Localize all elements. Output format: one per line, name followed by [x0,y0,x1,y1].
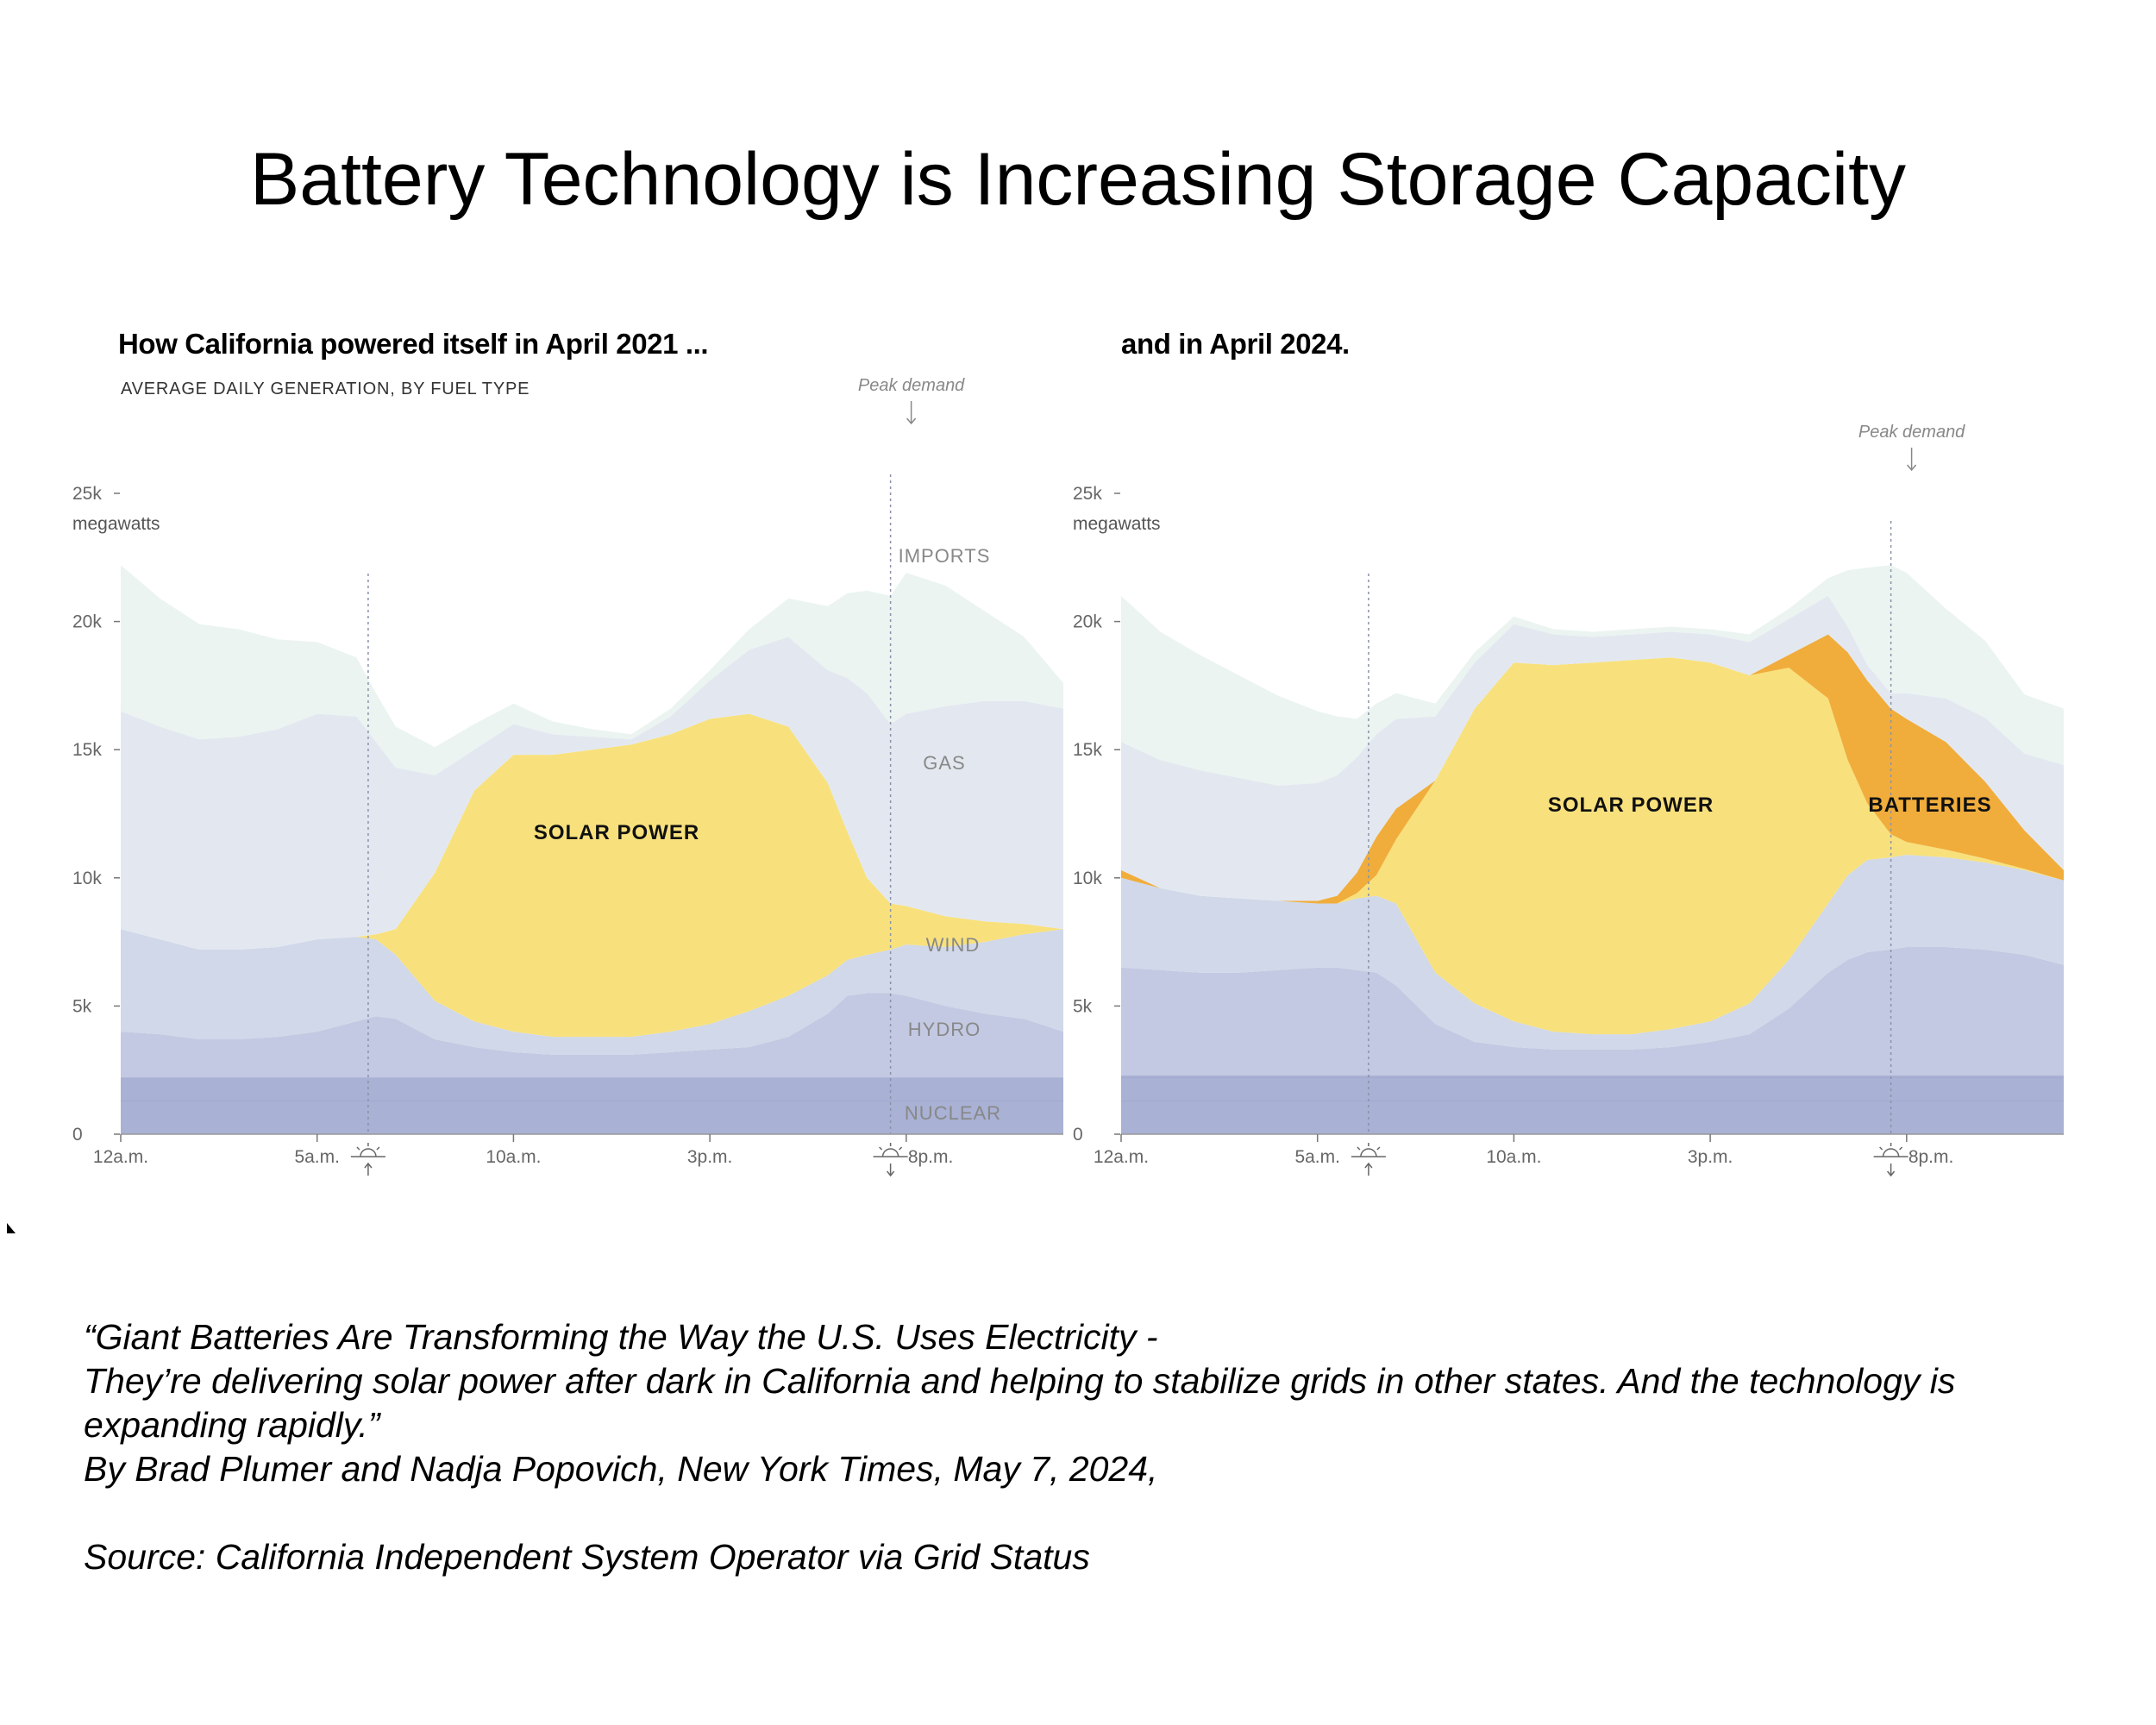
area-hydro [121,993,1063,1078]
x-tick-label: 12a.m. [93,1147,148,1167]
peak-demand-arrow [1907,448,1917,472]
chart-april-2021: 0 5k 10k 15k 20k 25k megawatts 12a.m. 5a.m. 10a.m… [72,376,1063,1177]
series-label-imports: IMPORTS [899,545,991,567]
area-imports [1121,565,2064,786]
slide-title: Battery Technology is Increasing Storage… [249,138,1907,221]
peak-demand-arrow [906,401,917,425]
caption-line-3: expanding rapidly.” [84,1405,380,1445]
series-label-solar-power: SOLAR POWER [534,821,699,844]
y-tick-label: 5k [1073,996,1093,1016]
x-tick-label: 3p.m. [687,1147,733,1167]
y-axis-label: megawatts [72,514,160,534]
sunset-icon [1873,1143,1908,1177]
x-tick-label: 8p.m. [1908,1147,1954,1167]
series-label-solar-power: SOLAR POWER [1548,794,1714,817]
area-solar-power [1121,657,2064,1035]
series-label-nuclear: NUCLEAR [905,1102,1001,1124]
caption-line-2: They’re delivering solar power after dar… [84,1361,1956,1401]
peak-demand-label: Peak demand [858,376,965,395]
series-label-gas: GAS [923,752,965,774]
sunrise-icon [1351,1143,1386,1176]
area-nuclear [1121,1075,2064,1134]
sunset-icon [873,1143,908,1177]
peak-demand-label: Peak demand [1858,423,1965,442]
y-axis-label: megawatts [1073,514,1161,534]
y-tick-label: 20k [72,612,102,632]
x-tick-label: 5a.m. [1294,1147,1340,1167]
area-gas [1121,595,2064,901]
chart-april-2024: 0 5k 10k 15k 20k 25k megawatts 12a.m. 5a.m. 10a.m… [1073,423,2064,1177]
x-tick-label: 10a.m. [486,1147,541,1167]
corner-mark [7,1223,16,1233]
chart-title-2021: How California powered itself in April 2… [118,328,709,360]
y-tick-label: 15k [1073,740,1102,760]
area-batteries [1121,634,2064,904]
sunrise-icon [350,1143,385,1176]
y-tick-label: 0 [72,1125,83,1145]
caption-line-4: By Brad Plumer and Nadja Popovich, New Y… [84,1449,1158,1489]
y-tick-label: 5k [72,996,92,1016]
x-tick-label: 5a.m. [294,1147,340,1167]
series-label-batteries: BATTERIES [1868,794,1991,817]
y-tick-label: 25k [72,484,102,504]
y-tick-label: 10k [72,869,102,888]
area-gas [121,637,1063,950]
x-tick-label: 3p.m. [1688,1147,1733,1167]
area-wind [1121,855,2064,1050]
x-tick-label: 12a.m. [1094,1147,1149,1167]
y-tick-label: 25k [1073,484,1102,504]
area-solar-power [121,713,1063,1038]
chart-subtitle-2021: AVERAGE DAILY GENERATION, BY FUEL TYPE [121,380,530,398]
area-nuclear [121,1077,1063,1134]
y-tick-label: 10k [1073,869,1102,888]
x-tick-label: 8p.m. [908,1147,954,1167]
area-wind [121,929,1063,1055]
y-tick-label: 0 [1073,1125,1083,1145]
source-line: Source: California Independent System Op… [84,1537,1090,1577]
area-hydro [1121,947,2064,1076]
chart-title-2024: and in April 2024. [1121,328,1350,360]
series-label-wind: WIND [926,934,981,956]
y-tick-label: 20k [1073,612,1102,632]
y-tick-label: 15k [72,740,102,760]
article-caption: “Giant Batteries Are Transforming the Wa… [84,1315,2084,1579]
x-tick-label: 10a.m. [1486,1147,1541,1167]
caption-line-1: “Giant Batteries Are Transforming the Wa… [84,1317,1158,1357]
area-imports [121,565,1063,775]
series-label-hydro: HYDRO [908,1019,981,1040]
